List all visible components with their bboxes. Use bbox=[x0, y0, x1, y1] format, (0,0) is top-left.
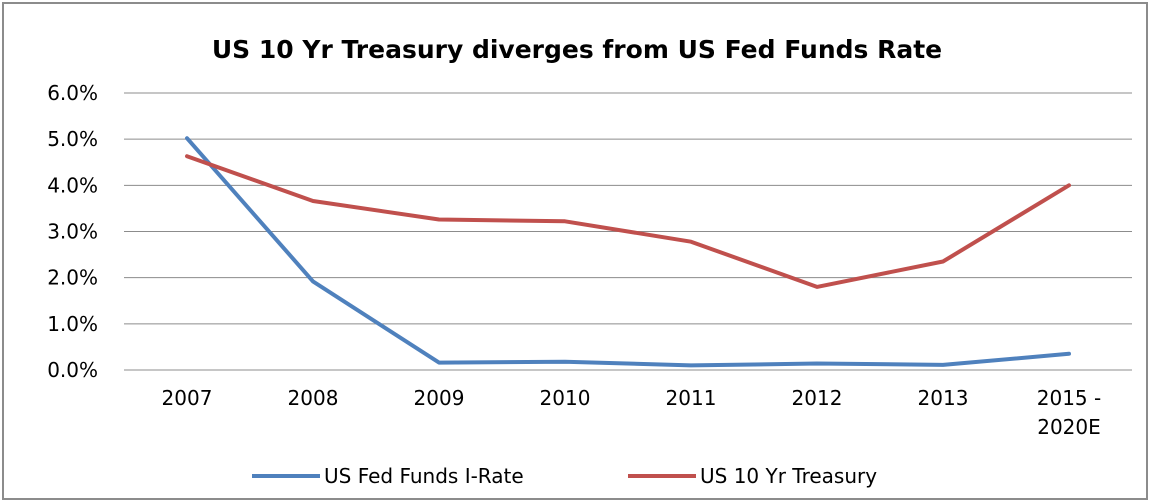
y-tick-label: 4.0% bbox=[47, 173, 98, 197]
x-tick-label: 2007 bbox=[162, 386, 213, 410]
y-tick-label: 6.0% bbox=[47, 81, 98, 105]
y-tick-label: 5.0% bbox=[47, 127, 98, 151]
x-tick-label: 2015 -2020E bbox=[1037, 386, 1101, 439]
x-tick-label: 2011 bbox=[666, 386, 717, 410]
x-tick-label: 2008 bbox=[288, 386, 339, 410]
x-tick-label: 2009 bbox=[414, 386, 465, 410]
x-tick-label: 2013 bbox=[918, 386, 969, 410]
y-tick-label: 3.0% bbox=[47, 220, 98, 244]
legend-label: US Fed Funds I-Rate bbox=[324, 464, 524, 488]
series-line-2 bbox=[185, 154, 1071, 289]
y-tick-label: 0.0% bbox=[47, 358, 98, 382]
chart-title: US 10 Yr Treasury diverges from US Fed F… bbox=[212, 35, 942, 64]
legend-label: US 10 Yr Treasury bbox=[700, 464, 877, 488]
x-tick-label: 2012 bbox=[792, 386, 843, 410]
series-line-1 bbox=[185, 136, 1071, 368]
x-tick-label: 2010 bbox=[540, 386, 591, 410]
line-chart: US 10 Yr Treasury diverges from US Fed F… bbox=[47, 35, 1132, 488]
y-tick-label: 1.0% bbox=[47, 312, 98, 336]
y-tick-label: 2.0% bbox=[47, 266, 98, 290]
